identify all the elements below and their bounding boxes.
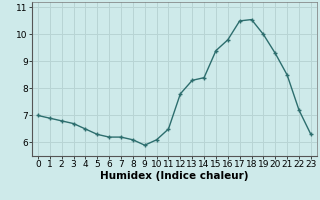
X-axis label: Humidex (Indice chaleur): Humidex (Indice chaleur): [100, 171, 249, 181]
